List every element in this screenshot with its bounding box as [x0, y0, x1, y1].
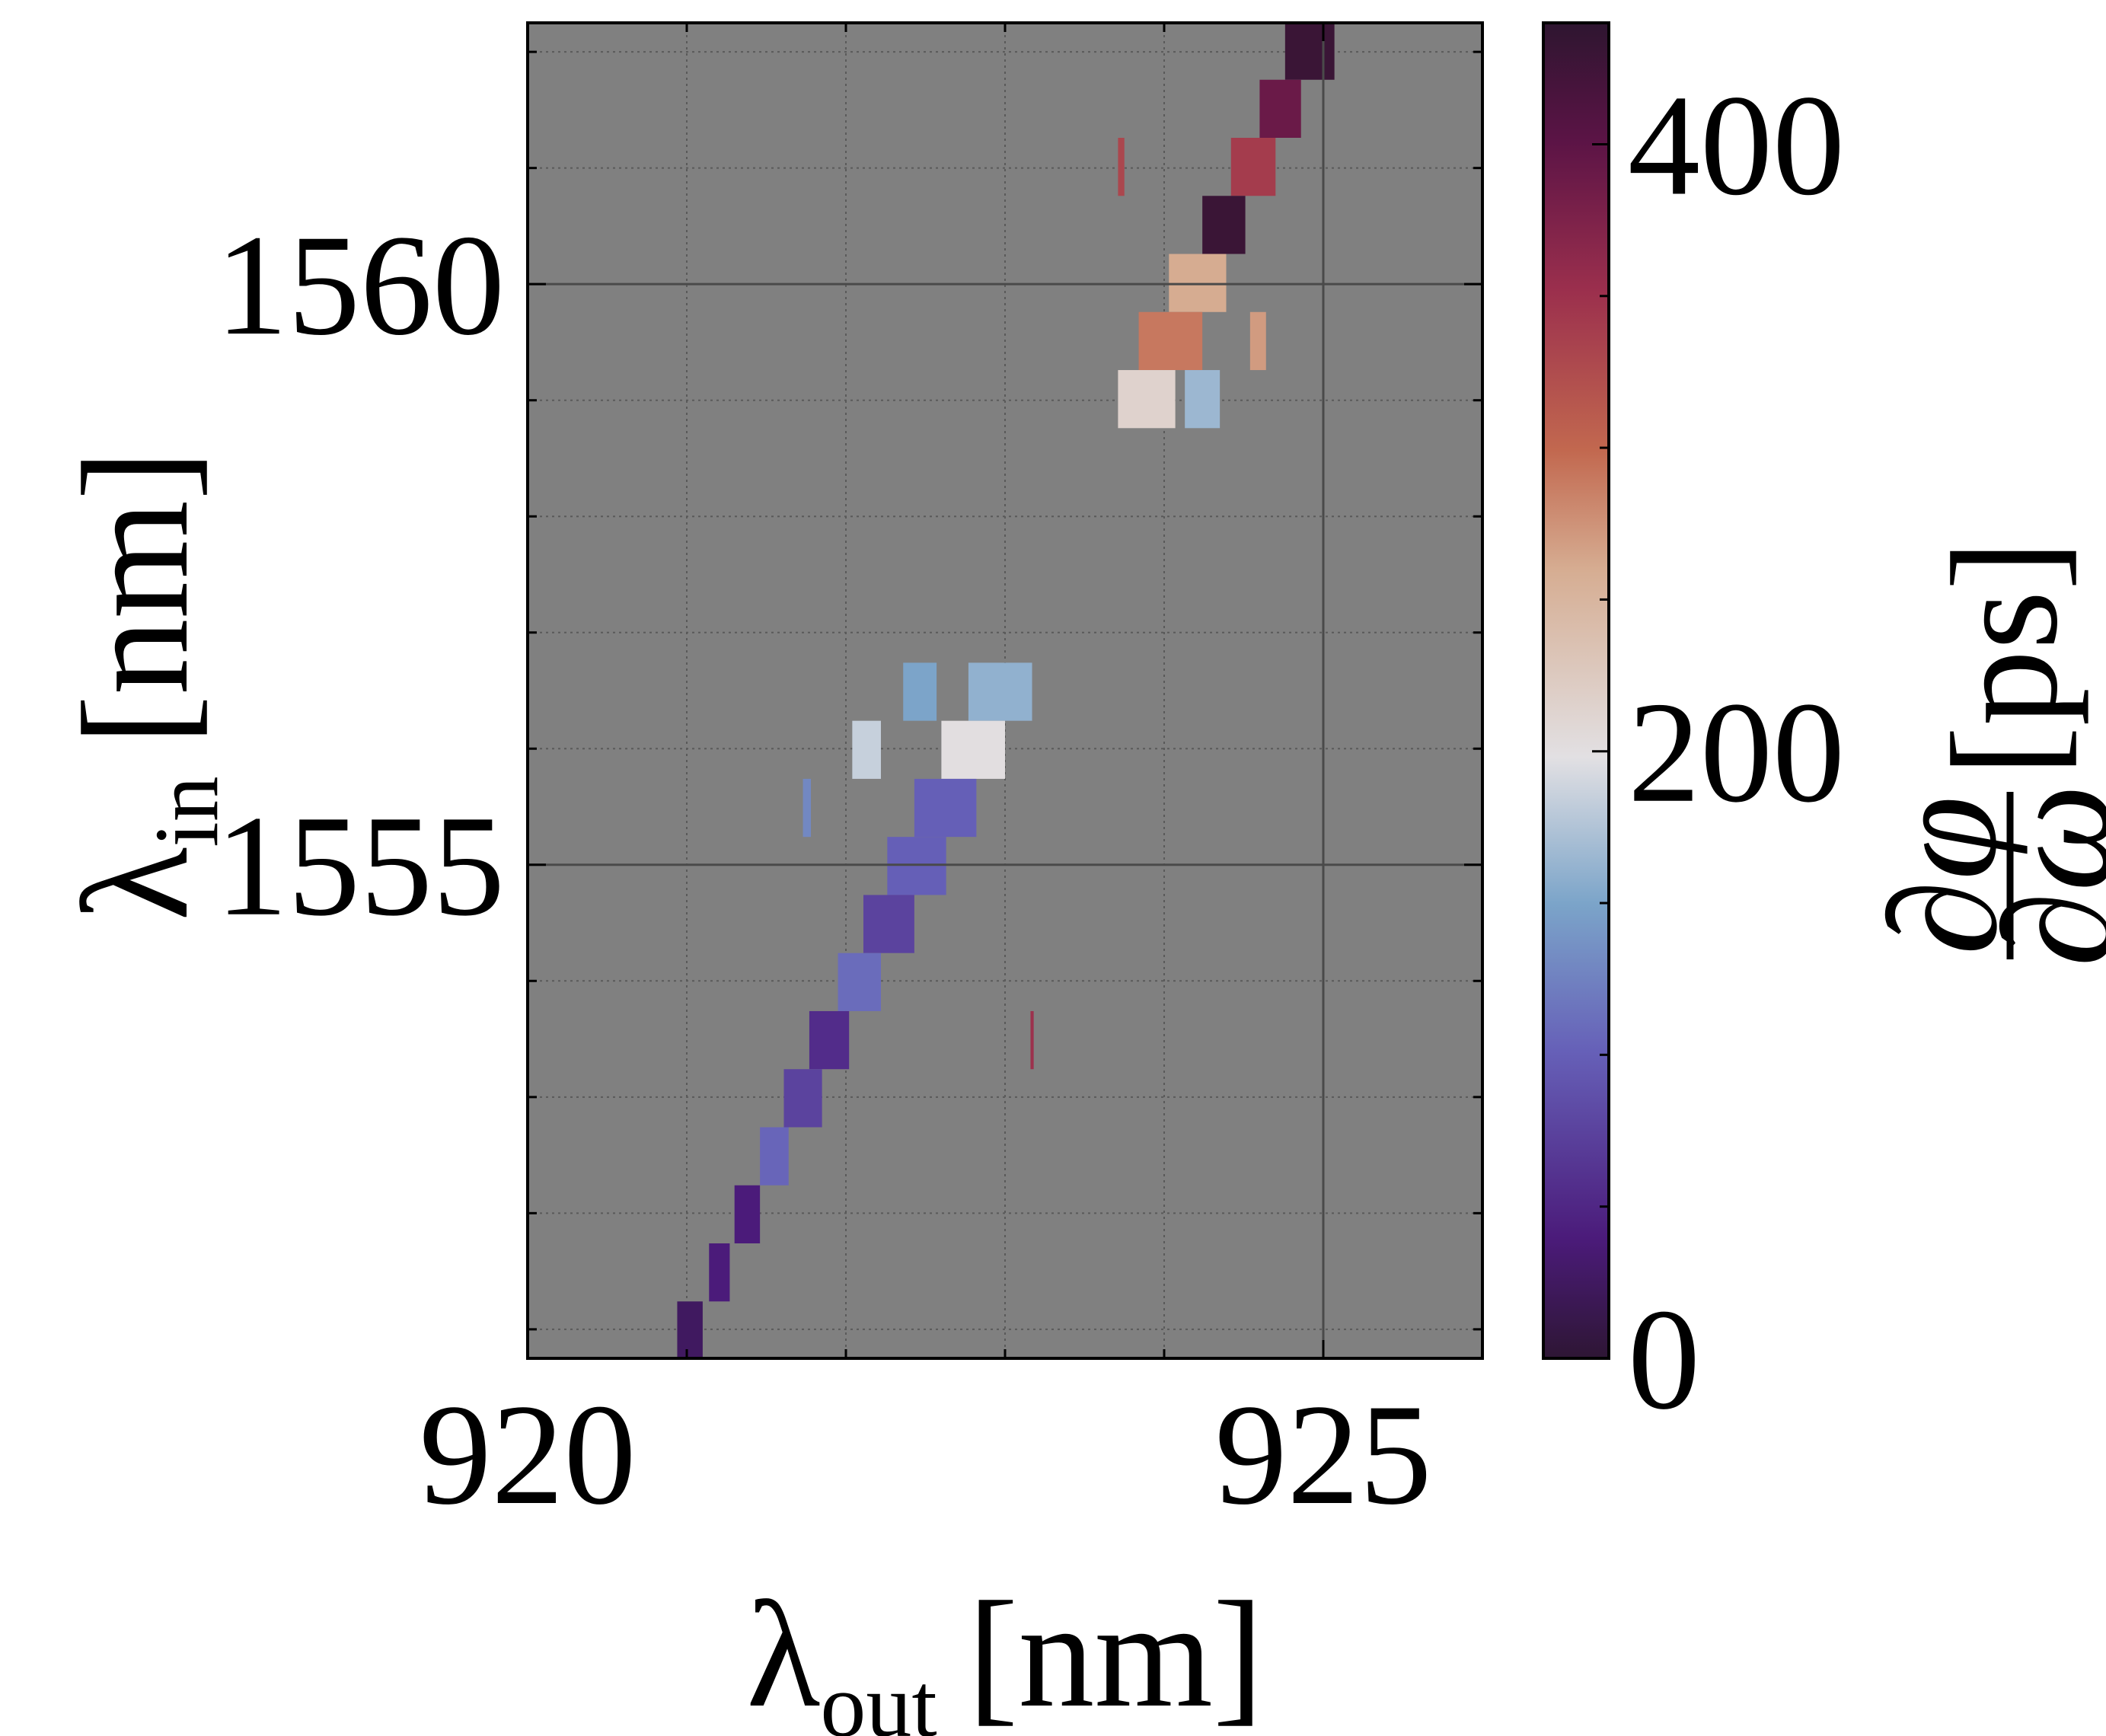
heatmap-cell: [1284, 21, 1335, 80]
colorbar-tick-label: 400: [1628, 65, 1845, 225]
heatmap-cell: [1118, 370, 1176, 429]
colorbar-tick-label: 200: [1628, 673, 1845, 833]
y-tick-label: 1555: [215, 787, 505, 946]
heatmap-cell: [887, 837, 946, 895]
heatmap-cell: [914, 778, 977, 838]
x-axis-label: λout [nm]: [746, 1571, 1263, 1736]
heatmap-cell: [1185, 370, 1221, 429]
plot-frame: [526, 21, 1484, 1360]
colorbar-tick-label: 0: [1628, 1280, 1700, 1440]
heatmap-cell: [1202, 196, 1246, 254]
heatmap-cell: [803, 778, 812, 838]
heatmap-cell: [863, 895, 914, 953]
heatmap-cell: [941, 720, 1005, 779]
plot-area: [526, 21, 1484, 1360]
y-label-unit: [nm]: [52, 449, 220, 745]
heatmap-cell: [903, 662, 937, 721]
heatmap-cell: [1230, 137, 1276, 196]
heatmap-cell: [1259, 79, 1301, 138]
x-label-symbol: λ: [746, 1571, 820, 1736]
heatmap-cell: [783, 1069, 822, 1128]
y-axis-label: λin [nm]: [52, 449, 237, 921]
heatmap-cell: [1138, 311, 1203, 371]
colorbar: [1542, 21, 1610, 1360]
colorbar-label-denominator: ∂ω: [1974, 784, 2106, 967]
heatmap-cell: [1030, 1010, 1034, 1070]
heatmap-cell: [734, 1185, 761, 1244]
heatmap-cell: [760, 1127, 789, 1186]
heatmap-cell: [709, 1243, 730, 1302]
colorbar-label: ∂φ ∂ω [ps]: [1860, 540, 2106, 967]
x-tick-label: 925: [1215, 1375, 1432, 1535]
heatmap-cell: [1118, 137, 1125, 196]
heatmap-cell: [677, 1301, 703, 1358]
heatmap-cell: [809, 1010, 850, 1070]
y-label-symbol: λ: [52, 847, 220, 921]
heatmap-cell: [1169, 254, 1227, 312]
heatmap-cell: [852, 720, 881, 779]
y-tick-label: 1560: [215, 206, 505, 365]
x-label-subscript: out: [820, 1655, 937, 1736]
heatmap-cell: [968, 662, 1032, 721]
heatmap-cell: [1249, 311, 1266, 371]
x-label-unit: [nm]: [968, 1571, 1264, 1736]
heatmap-cell: [838, 953, 881, 1011]
colorbar-label-numerator: ∂φ: [1860, 796, 2028, 955]
colorbar-label-unit: [ps]: [1921, 540, 2089, 777]
x-tick-label: 920: [420, 1375, 637, 1535]
y-label-subscript: in: [136, 776, 237, 847]
